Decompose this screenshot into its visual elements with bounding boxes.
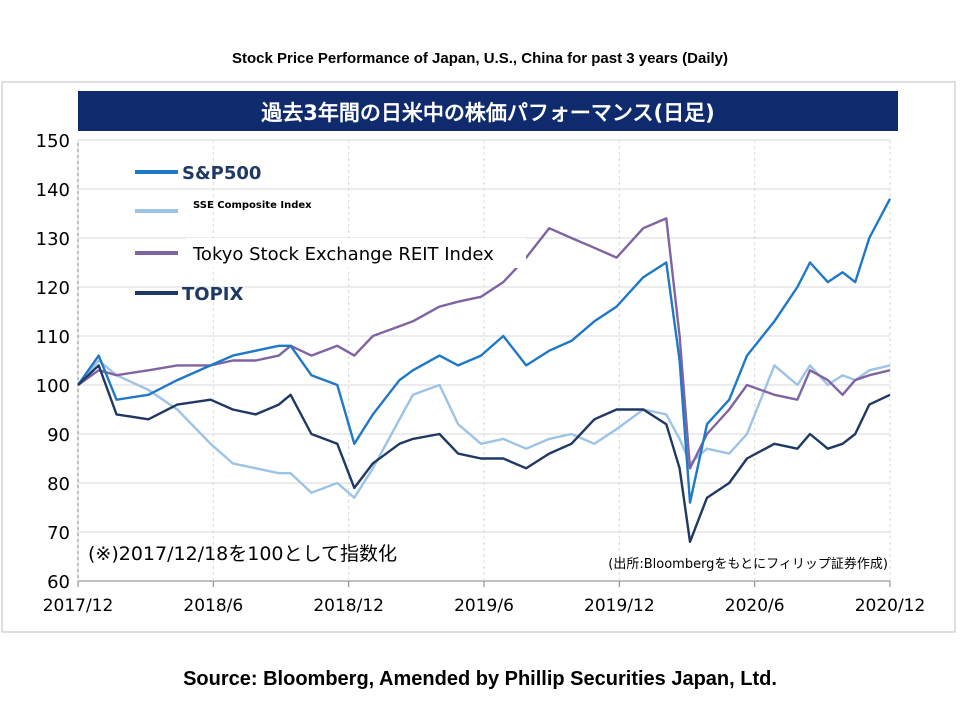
series-line-1 bbox=[77, 359, 891, 499]
legend-label: SSE Composite Index bbox=[193, 200, 312, 211]
x-tick-label: 2018/12 bbox=[313, 596, 384, 616]
x-tick-label: 2019/6 bbox=[454, 596, 514, 616]
source-note: (出所:Bloombergをもとにフィリップ証券作成) bbox=[608, 556, 888, 572]
y-tick-label: 70 bbox=[47, 523, 70, 544]
y-tick-label: 130 bbox=[36, 229, 70, 250]
series-line-0 bbox=[77, 198, 892, 504]
x-tick-label: 2017/12 bbox=[43, 596, 114, 616]
source-caption: Source: Bloomberg, Amended by Phillip Se… bbox=[183, 668, 777, 690]
y-tick-label: 90 bbox=[47, 425, 70, 446]
index-note: (※)2017/12/18を100として指数化 bbox=[88, 543, 397, 565]
page-title: Stock Price Performance of Japan, U.S., … bbox=[231, 50, 728, 67]
legend: S&P500 SSE Composite Index Tokyo Stock Exc… bbox=[135, 163, 526, 305]
y-tick-label: 110 bbox=[36, 327, 70, 348]
y-tick-label: 120 bbox=[36, 278, 70, 299]
chart-title: 過去3年間の日米中の株価パフォーマンス(日足) bbox=[261, 101, 714, 125]
line-chart: 過去3年間の日米中の株価パフォーマンス(日足) 60 70 80 90 100 110 12… bbox=[1, 81, 956, 633]
x-tick-label: 2019/12 bbox=[584, 596, 655, 616]
series-line-2 bbox=[77, 217, 891, 470]
legend-label-box bbox=[186, 238, 526, 268]
grid bbox=[77, 139, 891, 582]
y-tick-label: 140 bbox=[36, 180, 70, 201]
x-tick-label: 2020/6 bbox=[725, 596, 785, 616]
y-axis-ticks: 60 70 80 90 100 110 120 130 140 150 bbox=[36, 131, 70, 593]
series-line-3 bbox=[77, 364, 891, 543]
chart-title-banner bbox=[78, 91, 898, 131]
chart-frame: 過去3年間の日米中の株価パフォーマンス(日足) 60 70 80 90 100 110 12… bbox=[0, 80, 960, 635]
y-tick-label: 80 bbox=[47, 474, 70, 495]
legend-label: S&P500 bbox=[182, 163, 261, 184]
x-tick-label: 2018/6 bbox=[183, 596, 243, 616]
x-axis-ticks: 2017/12 2018/6 2018/12 2019/6 2019/12 2020/6 2… bbox=[43, 581, 926, 616]
y-tick-label: 150 bbox=[36, 131, 70, 152]
y-tick-label: 100 bbox=[36, 376, 70, 397]
legend-label: TOPIX bbox=[182, 284, 243, 305]
legend-label: Tokyo Stock Exchange REIT Index bbox=[192, 244, 494, 265]
series-lines bbox=[77, 198, 892, 543]
x-tick-label: 2020/12 bbox=[855, 596, 926, 616]
y-tick-label: 60 bbox=[47, 572, 70, 593]
